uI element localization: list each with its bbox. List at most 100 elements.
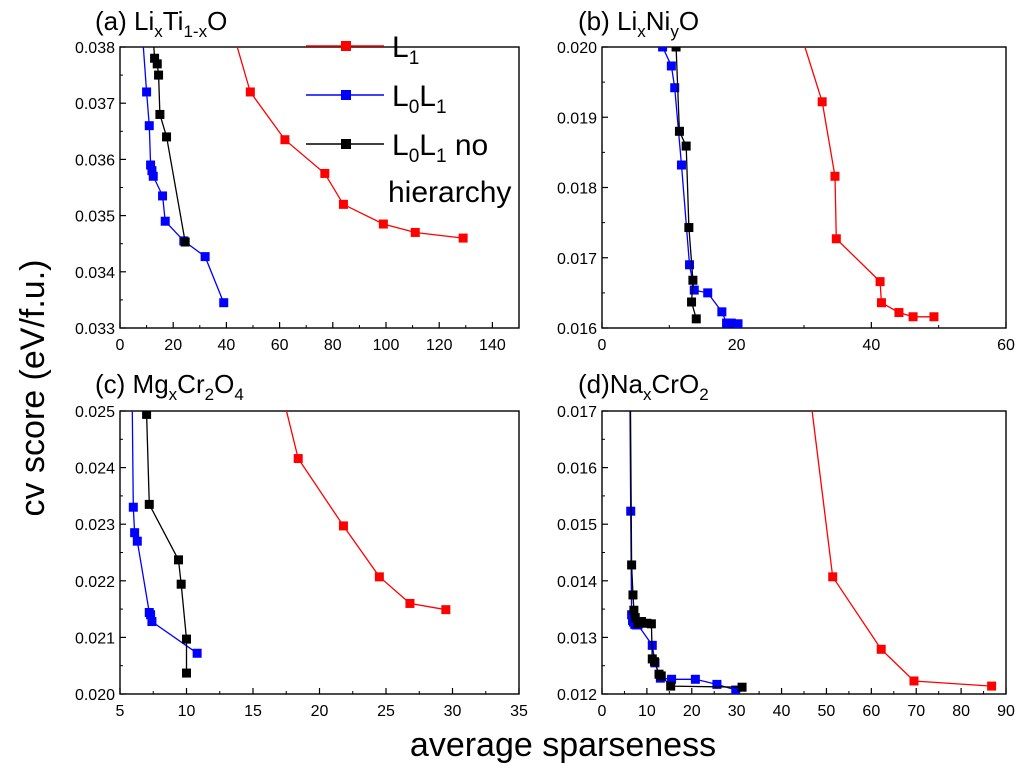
- x-tick-label: 60: [997, 337, 1015, 354]
- y-tick-label: 0.025: [75, 404, 115, 421]
- data-point-l0l1: [731, 685, 741, 694]
- x-tick-label: 60: [271, 337, 289, 354]
- plot-frame: [119, 410, 520, 695]
- series-line-l1: [811, 411, 992, 687]
- x-tick-label: 30: [728, 703, 746, 720]
- x-tick-label: 80: [324, 337, 342, 354]
- panel-title: (c) MgxCr2O4: [95, 369, 244, 404]
- data-point-l1: [876, 298, 886, 308]
- x-tick-label: 10: [178, 703, 196, 720]
- x-tick-label: 30: [444, 703, 462, 720]
- y-tick-label: 0.038: [75, 40, 115, 57]
- y-tick-label: 0.037: [75, 96, 115, 113]
- data-point-l0l1-no-hierarchy: [737, 682, 747, 692]
- data-point-l0l1-no-hierarchy: [150, 53, 160, 63]
- data-point-l0l1: [658, 47, 668, 52]
- data-point-l0l1-no-hierarchy: [152, 59, 162, 69]
- y-tick-label: 0.016: [557, 461, 597, 478]
- series-line-l1: [236, 47, 464, 239]
- y-tick-label: 0.021: [75, 630, 115, 647]
- data-point-l0l1-no-hierarchy: [176, 579, 186, 589]
- data-point-l0l1: [200, 252, 210, 262]
- data-point-l1: [280, 135, 290, 145]
- data-point-l1: [929, 312, 939, 322]
- data-point-l1: [831, 234, 841, 244]
- data-point-l1: [806, 395, 815, 404]
- series-group: [658, 35, 939, 328]
- x-tick-label: 20: [728, 337, 746, 354]
- panel-title: (d)NaxCrO2: [578, 369, 709, 404]
- data-point-l0l1: [689, 285, 699, 295]
- series-group: [128, 411, 451, 678]
- data-point-l1: [830, 171, 840, 181]
- legend-entry-l1: L1: [306, 31, 419, 69]
- y-tick-label: 0.023: [75, 517, 115, 534]
- data-point-l0l1-no-hierarchy: [628, 590, 638, 600]
- y-tick-label: 0.014: [557, 574, 597, 591]
- plot-frame: [601, 410, 1007, 695]
- data-point-l1: [987, 681, 997, 691]
- y-tick-label: 0.024: [75, 461, 115, 478]
- data-point-l0l1: [128, 502, 138, 512]
- x-tick-label: 0: [598, 703, 607, 720]
- y-axis-label: cv score (eV/f.u.): [14, 260, 52, 517]
- series-line-l0l1-no-hierarchy: [629, 411, 743, 688]
- y-tick-label: 0.035: [75, 209, 115, 226]
- data-point-l1: [405, 598, 415, 608]
- legend-label-no-hierarchy: L0L1 no: [392, 129, 488, 167]
- series-group: [626, 395, 997, 694]
- panel-c: 5 10 15 20 25 30 35 0.020 0.021 0.022 0.023 0.024 0.…: [75, 369, 528, 720]
- data-point-l1: [374, 572, 384, 582]
- data-point-l0l1: [726, 318, 736, 328]
- data-point-l1: [458, 233, 468, 243]
- x-tick-label: 40: [773, 703, 791, 720]
- y-tick-label: 0.017: [557, 251, 597, 268]
- data-point-l0l1-no-hierarchy: [646, 619, 656, 629]
- legend-marker-l1: [341, 41, 351, 51]
- x-tick-label: 25: [377, 703, 395, 720]
- y-tick-label: 0.018: [557, 181, 597, 198]
- data-point-l1: [908, 312, 918, 322]
- data-point-l0l1: [685, 260, 695, 270]
- data-point-l0l1-no-hierarchy: [174, 555, 184, 565]
- y-tick-label: 0.036: [75, 152, 115, 169]
- panel-b: 0 20 40 60 0.016 0.017 0.018 0.019 0.020(b) LixN…: [557, 6, 1015, 354]
- data-point-l0l1: [712, 679, 722, 689]
- data-point-l1: [875, 277, 885, 287]
- data-point-l1: [798, 35, 807, 44]
- legend-label-l1: L1: [392, 31, 419, 69]
- data-point-l0l1: [676, 160, 686, 170]
- data-point-l0l1-no-hierarchy: [681, 141, 691, 151]
- legend-marker-l0l1: [341, 90, 351, 100]
- x-tick-label: 20: [311, 703, 329, 720]
- data-point-l0l1: [667, 674, 677, 684]
- data-point-l0l1: [147, 617, 157, 627]
- data-point-l0l1-no-hierarchy: [629, 605, 639, 615]
- data-point-l1: [320, 168, 330, 178]
- series-line-l0l1-no-hierarchy: [153, 47, 186, 243]
- data-point-l0l1-no-hierarchy: [637, 617, 647, 627]
- data-point-l0l1: [158, 191, 168, 201]
- data-point-l0l1-no-hierarchy: [154, 70, 164, 80]
- series-line-l1: [804, 47, 934, 318]
- x-tick-label: 50: [818, 703, 836, 720]
- x-tick-label: 10: [638, 703, 656, 720]
- data-point-l0l1: [147, 166, 157, 176]
- data-point-l0l1-no-hierarchy: [182, 668, 191, 678]
- x-tick-label: 120: [426, 337, 453, 354]
- x-tick-label: 80: [952, 703, 970, 720]
- x-tick-label: 140: [479, 337, 506, 354]
- data-point-l1: [338, 199, 348, 209]
- y-tick-label: 0.015: [557, 517, 597, 534]
- data-point-l1: [293, 454, 303, 464]
- data-point-l0l1: [666, 61, 676, 71]
- data-point-l0l1: [722, 318, 732, 328]
- data-point-l0l1: [148, 171, 158, 181]
- data-point-l0l1-no-hierarchy: [687, 297, 697, 307]
- data-point-l1: [441, 605, 451, 615]
- plot-frame: [601, 46, 1007, 329]
- legend-marker-no-hierarchy: [341, 139, 351, 149]
- series-line-l1: [285, 411, 446, 611]
- y-tick-label: 0.016: [557, 321, 597, 338]
